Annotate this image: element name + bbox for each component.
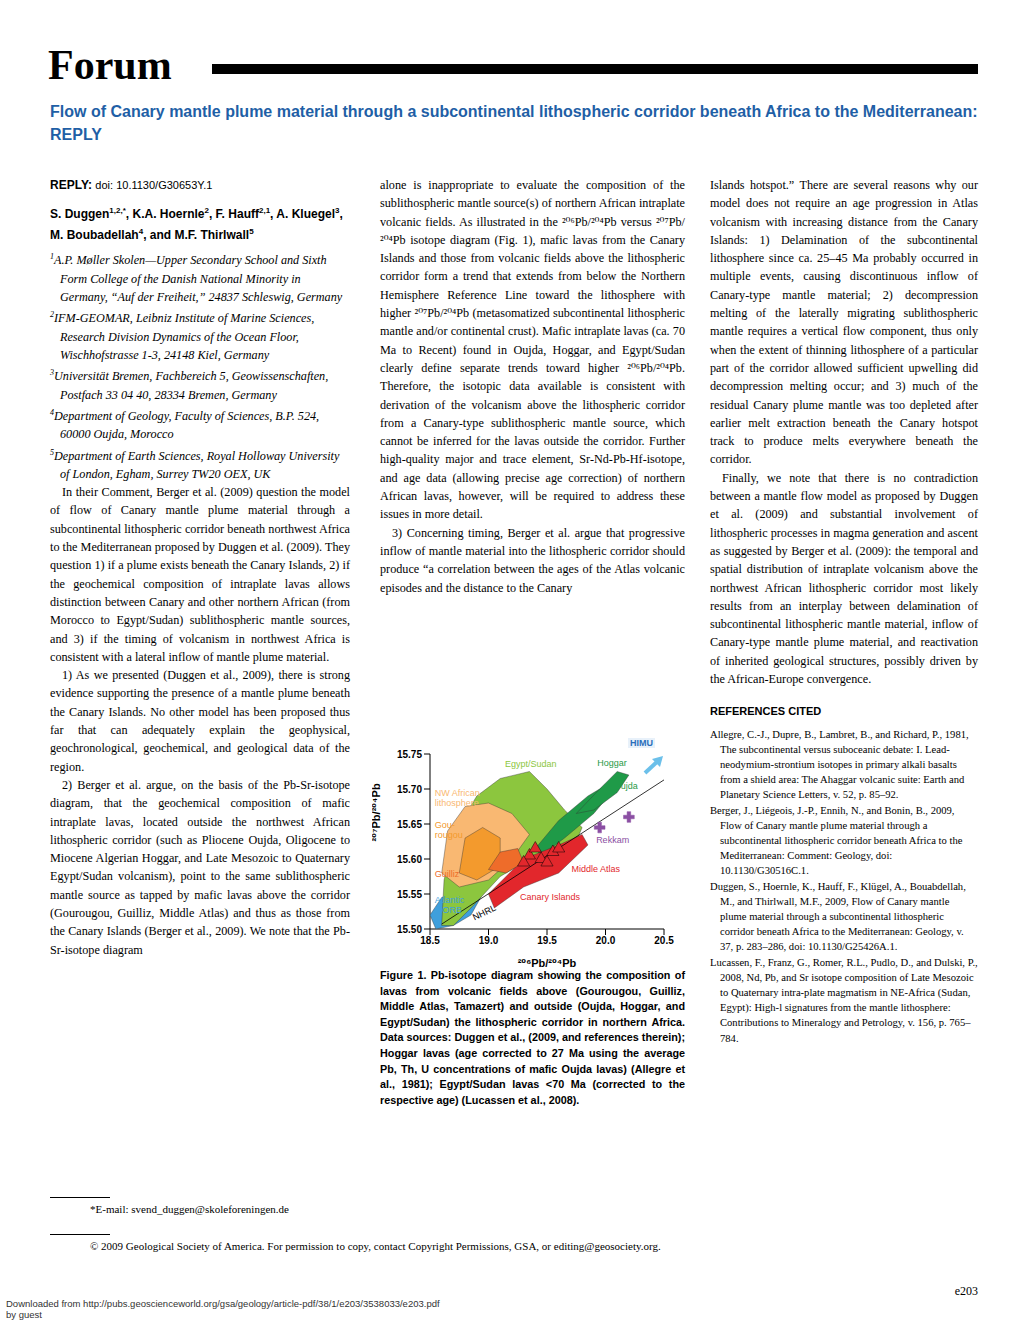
html-text:by guest: by guest [6, 1309, 42, 1320]
html-text:3Universität Bremen, Fachberei: 3Universität Bremen, Fachbereich 5, Geow… [50, 368, 329, 402]
svg-text:15.70: 15.70 [397, 784, 422, 795]
html-text:Lucassen, F., Franz, G., Romer: Lucassen, F., Franz, G., Romer, R.L., Pu… [710, 956, 978, 1044]
html-text:Forum: Forum [48, 42, 172, 88]
svg-text:19.0: 19.0 [479, 935, 499, 946]
svg-text:Middle Atlas: Middle Atlas [572, 864, 621, 874]
svg-text:²⁰⁷Pb/²⁰⁴Pb: ²⁰⁷Pb/²⁰⁴Pb [372, 783, 382, 841]
svg-text:Hoggar: Hoggar [597, 758, 627, 768]
svg-text:NW Africanlithosphere: NW Africanlithosphere [435, 788, 480, 808]
svg-text:15.50: 15.50 [397, 924, 422, 935]
html-text:4Department of Geology, Facult: 4Department of Geology, Faculty of Scien… [50, 407, 320, 442]
html-text:1) As we presented (Duggen et: 1) As we presented (Duggen et al., 2009)… [50, 668, 350, 774]
svg-text:20.0: 20.0 [596, 935, 616, 946]
html-text:e203: e203 [954, 1284, 978, 1298]
svg-text:NHRL: NHRL [471, 903, 497, 923]
html-text:Downloaded from http://pubs.ge: Downloaded from http://pubs.geosciencewo… [6, 1298, 440, 1309]
svg-text:AtlanticMORB: AtlanticMORB [435, 895, 465, 915]
svg-text:19.5: 19.5 [537, 935, 557, 946]
svg-text:Rekkam: Rekkam [596, 835, 629, 845]
html-text:© 2009 Geological Society of A: © 2009 Geological Society of America. Fo… [90, 1240, 661, 1252]
html-text:Berger, J., Liégeois, J.-P., E: Berger, J., Liégeois, J.-P., Ennih, N., … [710, 804, 963, 877]
svg-text:18.5: 18.5 [420, 935, 440, 946]
html-text:Islands hotspot.” There are se: Islands hotspot.” There are several reas… [710, 178, 978, 467]
html-text:REFERENCES CITED: REFERENCES CITED [710, 705, 822, 718]
svg-text:15.55: 15.55 [397, 889, 422, 900]
html-text:Flow of Canary mantle plume ma: Flow of Canary mantle plume material thr… [50, 103, 978, 143]
html-text:2) Berger et al. argue, on the: 2) Berger et al. argue, on the basis of … [50, 777, 350, 957]
html-text:*E-mail: svend_duggen@skolefor: *E-mail: svend_duggen@skoleforeningen.de [90, 1203, 289, 1215]
html-text:Allegre, C.-J., Dupre, B., Lam: Allegre, C.-J., Dupre, B., Lambret, B., … [710, 728, 969, 801]
html-text:In their Comment, Berger et al: In their Comment, Berger et al. (2009) q… [50, 485, 350, 664]
svg-text:15.60: 15.60 [397, 854, 422, 865]
html-text:Finally, we note that there is: Finally, we note that there is no contra… [710, 470, 978, 686]
html-text:Figure 1. Pb-isotope diagram s: Figure 1. Pb-isotope diagram showing the… [380, 969, 685, 1106]
svg-text:Guilliz: Guilliz [435, 869, 460, 879]
html-text:2IFM-GEOMAR, Leibniz Institute: 2IFM-GEOMAR, Leibniz Institute of Marine… [50, 310, 315, 362]
svg-text:Canary Islands: Canary Islands [520, 892, 581, 902]
html-text:S. Duggen1,2,*, K.A. Hoernle2,: S. Duggen1,2,*, K.A. Hoernle2, F. Hauff2… [50, 206, 343, 243]
html-text:5Department of Earth Sciences,: 5Department of Earth Sciences, Royal Hol… [50, 447, 340, 481]
html-text:3) Concerning timing, Berger e: 3) Concerning timing, Berger et al. argu… [380, 525, 685, 595]
html-text:1A.P. Møller Skolen—Upper Seco: 1A.P. Møller Skolen—Upper Secondary Scho… [50, 252, 343, 304]
svg-text:20.5: 20.5 [654, 935, 674, 946]
html-text:REPLY: doi: 10.1130/G30653Y.1: REPLY: doi: 10.1130/G30653Y.1 [50, 178, 213, 192]
html-text:HIMU: HIMU [630, 738, 653, 748]
svg-text:Gou-rougou: Gou-rougou [435, 820, 463, 840]
svg-text:²⁰⁶Pb/²⁰⁴Pb: ²⁰⁶Pb/²⁰⁴Pb [518, 957, 577, 967]
svg-text:Oujda: Oujda [614, 781, 638, 791]
svg-text:15.75: 15.75 [397, 749, 422, 760]
svg-text:Egypt/Sudan: Egypt/Sudan [505, 759, 557, 769]
svg-text:15.65: 15.65 [397, 819, 422, 830]
html-text:Duggen, S., Hoernle, K., Hauff: Duggen, S., Hoernle, K., Hauff, F., Klüg… [710, 880, 966, 953]
html-text:alone is inappropriate to eval: alone is inappropriate to evaluate the c… [380, 178, 685, 522]
